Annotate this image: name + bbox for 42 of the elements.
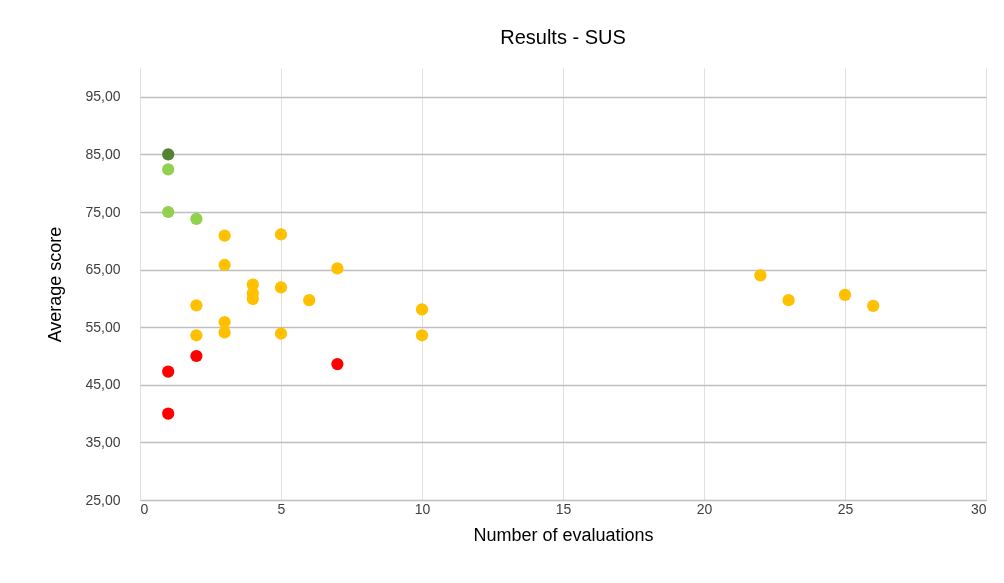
point bbox=[415, 329, 429, 342]
y-tick-label: 55,00 bbox=[85, 318, 121, 335]
chart-title: Results - SUS bbox=[500, 26, 626, 48]
point bbox=[274, 327, 288, 340]
y-tick-label: 25,00 bbox=[85, 491, 121, 508]
point bbox=[415, 303, 429, 316]
x-tick-label: 5 bbox=[277, 500, 286, 517]
point bbox=[162, 365, 175, 378]
point bbox=[218, 326, 231, 339]
point bbox=[754, 269, 767, 282]
x-tick-label: 30 bbox=[970, 500, 987, 517]
y-tick-label: 45,00 bbox=[85, 376, 121, 393]
point bbox=[162, 205, 175, 219]
x-tick-label: 15 bbox=[555, 500, 572, 517]
point bbox=[190, 212, 203, 226]
y-axis-title: Average score bbox=[45, 226, 66, 343]
point bbox=[867, 299, 880, 312]
x-axis-title: Number of evaluations bbox=[473, 524, 654, 545]
point bbox=[274, 228, 288, 241]
x-tick-label: 10 bbox=[414, 500, 431, 517]
point bbox=[190, 329, 203, 342]
point bbox=[190, 299, 203, 312]
y-tick-label: 95,00 bbox=[85, 88, 121, 105]
y-tick-label: 75,00 bbox=[85, 203, 121, 220]
y-tick-label: 35,00 bbox=[85, 433, 121, 450]
point bbox=[218, 258, 231, 272]
y-tick-label: 65,00 bbox=[85, 261, 121, 278]
point bbox=[331, 357, 344, 371]
point bbox=[782, 294, 795, 307]
point bbox=[190, 349, 203, 363]
y-tick-label: 85,00 bbox=[85, 145, 121, 162]
x-tick-label: 20 bbox=[696, 500, 713, 517]
point bbox=[274, 281, 288, 294]
point bbox=[331, 262, 344, 275]
point bbox=[162, 407, 175, 420]
point bbox=[162, 148, 175, 161]
point bbox=[838, 288, 852, 302]
x-tick-label: 25 bbox=[837, 500, 854, 517]
point bbox=[303, 294, 316, 307]
x-tick-label: 0 bbox=[140, 500, 149, 517]
point bbox=[162, 163, 175, 176]
point bbox=[218, 229, 231, 242]
